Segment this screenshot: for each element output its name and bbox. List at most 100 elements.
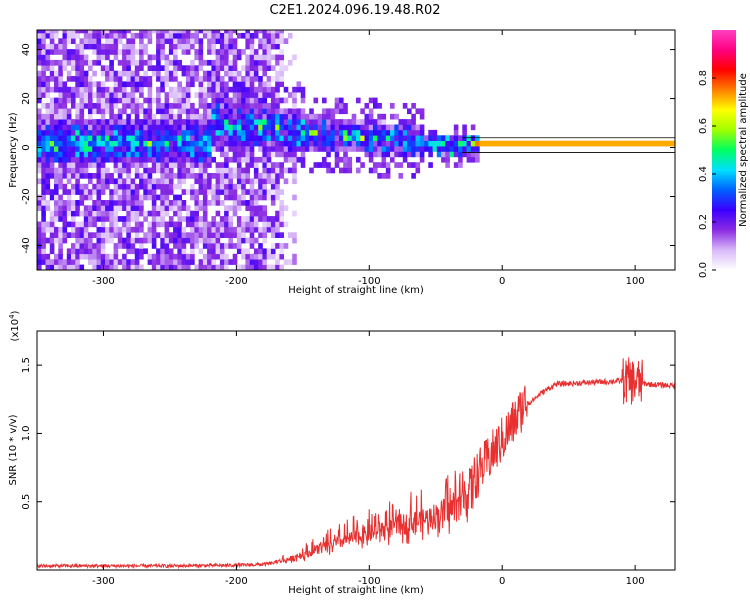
heatmap-cell — [100, 108, 106, 115]
heatmap-cell — [326, 167, 331, 174]
heatmap-cell — [122, 140, 127, 147]
heatmap-cell — [37, 97, 42, 104]
heatmap-cell — [160, 210, 165, 217]
heatmap-cell — [92, 221, 97, 228]
heatmap-cell — [190, 259, 195, 265]
heatmap-cell — [215, 248, 221, 255]
heatmap-cell — [117, 97, 123, 104]
heatmap-cell — [317, 135, 323, 141]
heatmap-cell — [611, 140, 616, 147]
heatmap-cell — [224, 243, 229, 249]
heatmap-cell — [147, 183, 153, 190]
heatmap-cell — [300, 146, 306, 152]
heatmap-cell — [75, 103, 80, 109]
heatmap-cell — [58, 243, 63, 249]
heatmap-cell — [266, 103, 272, 109]
heatmap-cell — [232, 226, 238, 233]
heatmap-cell — [71, 156, 76, 163]
heatmap-cell — [279, 167, 284, 174]
heatmap-cell — [364, 119, 370, 125]
heatmap-cell — [62, 97, 68, 104]
heatmap-cell — [219, 167, 225, 174]
heatmap-cell — [500, 140, 506, 147]
heatmap-cell — [37, 32, 42, 39]
heatmap-cell — [373, 162, 378, 168]
heatmap-cell — [130, 38, 136, 44]
heatmap-cell — [126, 124, 131, 131]
heatmap-cell — [126, 54, 131, 61]
heatmap-cell — [436, 146, 442, 152]
heatmap-cell — [241, 135, 246, 141]
heatmap-cell — [160, 146, 165, 152]
heatmap-cell — [66, 113, 72, 120]
x-tick-label: -200 — [225, 276, 248, 287]
heatmap-cell — [185, 49, 191, 55]
heatmap-cell — [41, 49, 46, 55]
heatmap-cell — [202, 70, 208, 77]
heatmap-cell — [419, 135, 425, 141]
heatmap-cell — [92, 70, 97, 77]
heatmap-cell — [37, 232, 42, 238]
heatmap-cell — [381, 135, 387, 141]
heatmap-cell — [275, 167, 280, 174]
heatmap-cell — [105, 264, 110, 270]
heatmap-cell — [228, 32, 233, 39]
heatmap-cell — [92, 43, 97, 50]
heatmap-cell — [113, 243, 119, 249]
heatmap-cell — [139, 151, 144, 158]
heatmap-cell — [54, 167, 59, 174]
heatmap-cell — [253, 59, 259, 66]
heatmap-cell — [262, 92, 267, 98]
heatmap-cell — [164, 226, 170, 233]
heatmap-cell — [168, 59, 174, 66]
heatmap-cell — [241, 221, 246, 228]
heatmap-cell — [283, 156, 289, 163]
heatmap-cell — [164, 189, 170, 195]
heatmap-cell — [41, 135, 46, 141]
x-tick-label: 0 — [499, 276, 505, 287]
heatmap-cell — [377, 173, 382, 179]
heatmap-cell — [160, 248, 165, 255]
heatmap-cell — [143, 30, 148, 34]
heatmap-cell — [190, 146, 195, 152]
heatmap-cell — [88, 243, 93, 249]
heatmap-cell — [96, 119, 102, 125]
heatmap-cell — [241, 97, 246, 104]
heatmap-cell — [41, 173, 46, 179]
heatmap-cell — [130, 32, 136, 39]
heatmap-cell — [198, 103, 204, 109]
heatmap-cell — [100, 43, 106, 50]
heatmap-cell — [198, 54, 204, 61]
heatmap-cell — [122, 124, 127, 131]
heatmap-cell — [96, 92, 102, 98]
heatmap-cell — [41, 259, 46, 265]
heatmap-cell — [207, 162, 212, 168]
heatmap-cell — [117, 205, 123, 211]
heatmap-cell — [228, 237, 233, 244]
heatmap-cell — [360, 140, 365, 147]
heatmap-cell — [198, 167, 204, 174]
heatmap-cell — [356, 124, 361, 131]
heatmap-cell — [258, 210, 263, 217]
heatmap-cell — [275, 253, 280, 260]
heatmap-cell — [49, 264, 55, 270]
heatmap-cell — [156, 76, 161, 82]
heatmap-cell — [339, 124, 344, 131]
heatmap-cell — [164, 108, 170, 115]
heatmap-cell — [245, 226, 250, 233]
heatmap-cell — [117, 119, 123, 125]
heatmap-cell — [215, 135, 221, 141]
heatmap-cell — [236, 178, 242, 185]
heatmap-cell — [258, 259, 263, 265]
colorbar-tick-label: 0.2 — [698, 214, 709, 230]
heatmap-cell — [37, 264, 42, 270]
heatmap-cell — [207, 38, 212, 44]
heatmap-cell — [398, 135, 404, 141]
heatmap-cell — [207, 70, 212, 77]
heatmap-cell — [156, 108, 161, 115]
heatmap-cell — [147, 92, 153, 98]
heatmap-cell — [156, 86, 161, 93]
heatmap-cell — [54, 59, 59, 66]
heatmap-cell — [62, 81, 68, 88]
heatmap-cell — [258, 54, 263, 61]
